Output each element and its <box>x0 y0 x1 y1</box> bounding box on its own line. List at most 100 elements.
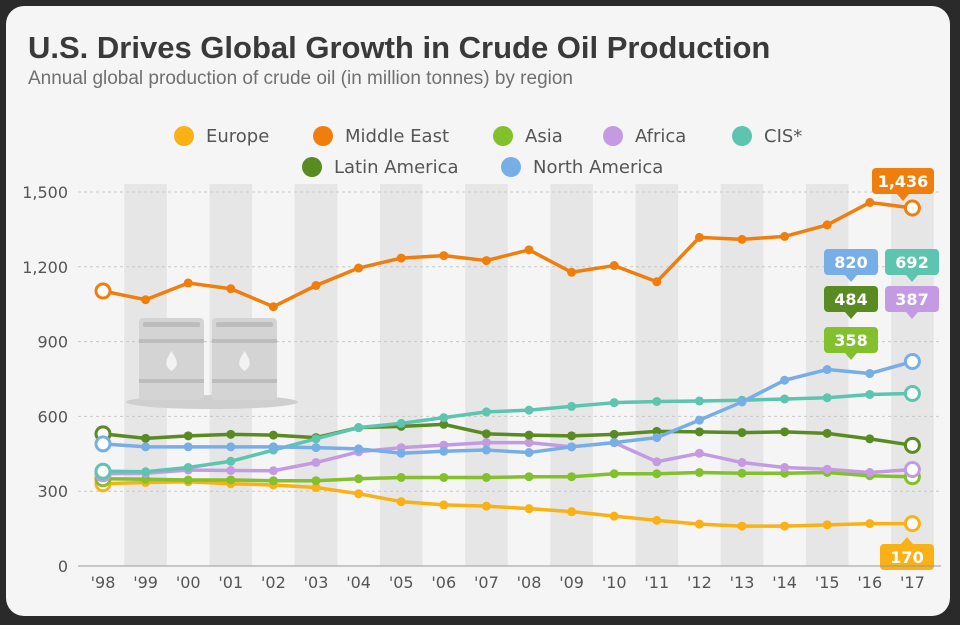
data-point <box>481 438 491 448</box>
x-tick-label: '04 <box>346 573 371 592</box>
end-label-box <box>885 286 939 312</box>
end-label-pointer <box>845 353 857 360</box>
data-point <box>183 431 193 441</box>
data-point <box>183 278 193 288</box>
x-tick-label: '01 <box>218 573 243 592</box>
x-tick-label: '16 <box>857 573 882 592</box>
end-label-pointer <box>901 537 913 544</box>
data-point <box>737 521 747 531</box>
data-point <box>865 519 875 529</box>
data-point <box>226 442 236 452</box>
y-tick-label: 600 <box>37 407 68 426</box>
data-point <box>481 501 491 511</box>
data-point <box>903 199 921 217</box>
legend-item: CIS* <box>732 126 802 147</box>
x-tick-label: '06 <box>431 573 456 592</box>
data-point <box>481 445 491 455</box>
year-band <box>805 184 849 566</box>
data-point <box>694 519 704 529</box>
data-point <box>865 389 875 399</box>
end-label-box <box>880 544 934 570</box>
x-tick-label: '11 <box>644 573 669 592</box>
data-point <box>780 463 790 473</box>
data-point <box>652 277 662 287</box>
data-point <box>268 476 278 486</box>
data-point <box>524 504 534 514</box>
series-north-america <box>94 353 921 458</box>
data-point <box>396 253 406 263</box>
series-cis <box>94 384 921 480</box>
legend-swatch <box>732 126 752 146</box>
end-label-box <box>885 249 939 275</box>
data-point <box>481 472 491 482</box>
x-tick-label: '13 <box>730 573 755 592</box>
y-tick-label: 900 <box>37 333 68 352</box>
data-point <box>609 469 619 479</box>
data-point <box>481 429 491 439</box>
data-point <box>396 418 406 428</box>
x-tick-label: '05 <box>389 573 414 592</box>
oil-drop-icon <box>166 351 177 371</box>
data-point <box>226 456 236 466</box>
year-band <box>720 184 764 566</box>
data-point <box>694 232 704 242</box>
data-point <box>652 433 662 443</box>
legend-swatch <box>313 126 333 146</box>
data-point <box>226 466 236 476</box>
data-point <box>354 444 364 454</box>
year-band <box>891 184 934 566</box>
data-point <box>780 375 790 385</box>
data-point <box>865 369 875 379</box>
data-point <box>94 435 112 453</box>
series-lines <box>94 197 921 533</box>
data-point <box>737 458 747 468</box>
end-label-text: 1,436 <box>878 172 929 191</box>
data-point <box>609 261 619 271</box>
data-point <box>94 282 112 300</box>
end-label-europe: 170 <box>880 537 934 570</box>
data-point <box>268 302 278 312</box>
end-label-pointer <box>906 275 918 282</box>
data-point <box>780 231 790 241</box>
data-point <box>780 394 790 404</box>
x-tick-label: '14 <box>772 573 797 592</box>
x-tick-label: '09 <box>559 573 584 592</box>
data-point <box>737 428 747 438</box>
data-point <box>311 458 321 468</box>
series-line <box>102 359 913 456</box>
legend-item: Africa <box>603 126 686 147</box>
end-label-pointer <box>906 312 918 319</box>
x-tick-label: '02 <box>261 573 286 592</box>
data-point <box>903 515 921 533</box>
data-point <box>694 396 704 406</box>
end-label-box <box>872 168 934 194</box>
data-point <box>268 430 278 440</box>
x-tick-label: '08 <box>517 573 542 592</box>
data-point <box>354 474 364 484</box>
data-point <box>694 448 704 458</box>
data-point <box>481 407 491 417</box>
year-band <box>294 184 338 566</box>
data-point <box>694 468 704 477</box>
data-point <box>354 263 364 273</box>
legend-label: Latin America <box>334 157 459 178</box>
data-point <box>652 426 662 436</box>
end-label-cis: 692 <box>885 249 939 282</box>
series-middle-east <box>94 197 921 312</box>
data-point <box>524 405 534 415</box>
end-label-text: 692 <box>895 253 928 272</box>
x-tick-label: '15 <box>815 573 840 592</box>
end-label-box <box>824 286 878 312</box>
x-tick-label: '07 <box>474 573 499 592</box>
y-tick-label: 300 <box>37 482 68 501</box>
series-line <box>102 422 913 448</box>
data-point <box>822 365 832 375</box>
end-label-pointer <box>897 194 909 201</box>
data-point <box>903 461 921 479</box>
legend-swatch <box>603 126 623 146</box>
data-point <box>567 431 577 441</box>
data-point <box>903 384 921 402</box>
data-point <box>524 472 534 482</box>
data-point <box>268 442 278 452</box>
x-tick-label: '98 <box>91 573 116 592</box>
